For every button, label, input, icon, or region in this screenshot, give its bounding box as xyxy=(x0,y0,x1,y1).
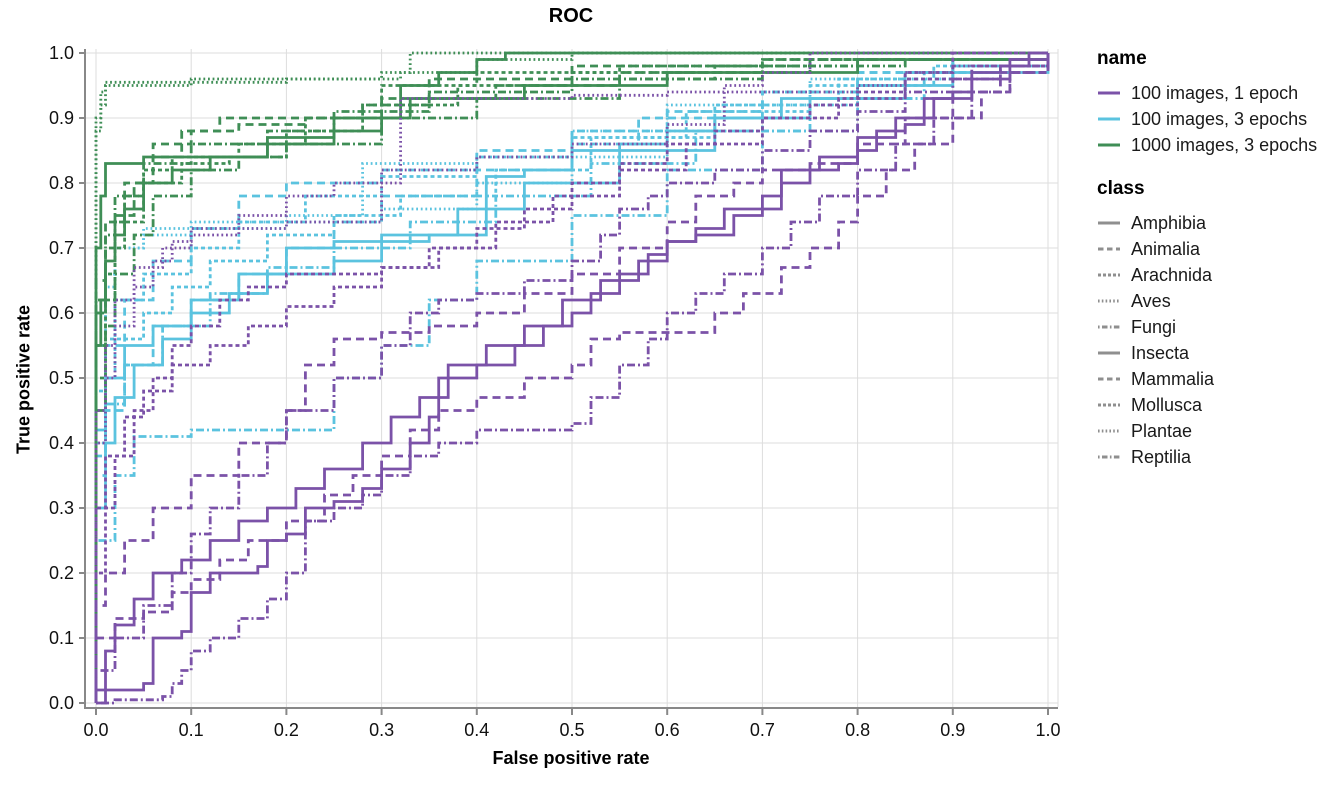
legend-class-item-amphibia-label: Amphibia xyxy=(1131,212,1207,233)
y-tick-label: 1.0 xyxy=(49,43,74,63)
y-tick-label: 0.4 xyxy=(49,433,74,453)
x-tick-label: 0.4 xyxy=(464,720,489,740)
legend-class-item-mammalia: Mammalia xyxy=(1097,366,1337,392)
legend: name 100 images, 1 epoch 100 images, 3 ep… xyxy=(1097,48,1337,470)
roc-curve-100-images-1-epoch-Mammalia xyxy=(94,53,1050,703)
legend-class-item-aves-line-swatch-icon xyxy=(1098,299,1120,303)
x-tick-label: 0.8 xyxy=(845,720,870,740)
legend-class-item-plantae-label: Plantae xyxy=(1131,420,1193,441)
roc-curve-100-images-3-epochs-Insecta xyxy=(94,53,1050,703)
legend-name-item-100-images-3-epochs-label: 100 images, 3 epochs xyxy=(1131,108,1308,129)
legend-name-items: 100 images, 1 epoch 100 images, 3 epochs 1… xyxy=(1097,80,1337,158)
legend-class-item-animalia-line-swatch-icon xyxy=(1098,247,1120,251)
legend-name-item-100-images-1-epoch-line-swatch-icon xyxy=(1098,91,1120,95)
legend-class-item-reptilia-line-swatch-icon xyxy=(1098,455,1120,459)
legend-class-item-mammalia-line-swatch-icon xyxy=(1098,377,1120,381)
roc-curve-1000-images-3-epochs-Reptilia xyxy=(94,53,1050,703)
legend-name-title: name xyxy=(1097,48,1147,69)
y-tick-label: 0.1 xyxy=(49,628,74,648)
legend-name-item-1000-images-3-epochs-line-swatch-icon xyxy=(1098,143,1120,147)
legend-class-item-reptilia-label: Reptilia xyxy=(1131,446,1192,467)
y-tick-label: 0.3 xyxy=(49,498,74,518)
legend-name-item-100-images-3-epochs-line-swatch-icon xyxy=(1098,117,1120,121)
legend-class-item-arachnida-label: Arachnida xyxy=(1131,264,1213,285)
legend-class-item-fungi-label: Fungi xyxy=(1131,316,1177,337)
legend-class-item-aves: Aves xyxy=(1097,288,1337,314)
x-tick-label: 0.1 xyxy=(179,720,204,740)
legend-name-item-1000-images-3-epochs-label: 1000 images, 3 epochs xyxy=(1131,134,1318,155)
roc-curve-100-images-1-epoch-Fungi xyxy=(96,53,1050,705)
x-tick-label: 0.3 xyxy=(369,720,394,740)
legend-class-item-arachnida-line-swatch-icon xyxy=(1098,273,1120,277)
y-tick-label: 0.0 xyxy=(49,693,74,713)
legend-class-item-plantae-line-swatch-icon xyxy=(1098,429,1120,433)
roc-curve-1000-images-3-epochs-Arachnida xyxy=(94,53,1050,703)
legend-class-item-insecta: Insecta xyxy=(1097,340,1337,366)
legend-class-item-animalia-label: Animalia xyxy=(1131,238,1201,259)
legend-class-item-arachnida: Arachnida xyxy=(1097,262,1337,288)
legend-class-item-amphibia-line-swatch-icon xyxy=(1098,221,1120,225)
legend-class-item-mollusca: Mollusca xyxy=(1097,392,1337,418)
x-tick-label: 1.0 xyxy=(1035,720,1060,740)
roc-curve-100-images-1-epoch-Mollusca xyxy=(94,53,1050,703)
legend-class-item-insecta-line-swatch-icon xyxy=(1098,351,1120,355)
y-tick-label: 0.5 xyxy=(49,368,74,388)
roc-curve-100-images-1-epoch-Animalia xyxy=(94,53,1050,703)
y-tick-label: 0.7 xyxy=(49,238,74,258)
roc-curve-100-images-1-epoch-Reptilia xyxy=(94,53,1050,703)
roc-curve-100-images-1-epoch-Arachnida xyxy=(94,51,1048,703)
x-tick-label: 0.5 xyxy=(559,720,584,740)
legend-name-item-100-images-1-epoch-label: 100 images, 1 epoch xyxy=(1131,82,1299,103)
legend-name-item-100-images-3-epochs: 100 images, 3 epochs xyxy=(1097,106,1337,132)
legend-class-item-amphibia: Amphibia xyxy=(1097,210,1337,236)
roc-curve-100-images-1-epoch-Insecta xyxy=(96,51,1048,705)
x-tick-label: 0.0 xyxy=(83,720,108,740)
legend-class-item-fungi-line-swatch-icon xyxy=(1098,325,1120,329)
legend-name-item-100-images-1-epoch: 100 images, 1 epoch xyxy=(1097,80,1337,106)
roc-curves-group xyxy=(94,51,1050,705)
y-tick-label: 0.9 xyxy=(49,108,74,128)
legend-class-item-reptilia: Reptilia xyxy=(1097,444,1337,470)
legend-class-item-mollusca-line-swatch-icon xyxy=(1098,403,1120,407)
y-tick-label: 0.6 xyxy=(49,303,74,323)
legend-class-item-plantae: Plantae xyxy=(1097,418,1337,444)
legend-class-title: class xyxy=(1097,178,1145,199)
roc-curve-1000-images-3-epochs-Mollusca xyxy=(94,53,1050,703)
roc-curve-100-images-1-epoch-Plantae xyxy=(94,51,1048,703)
x-tick-label: 0.6 xyxy=(655,720,680,740)
x-axis-title: False positive rate xyxy=(492,748,650,768)
chart-title: ROC xyxy=(548,5,594,27)
legend-name-item-1000-images-3-epochs: 1000 images, 3 epochs xyxy=(1097,132,1337,158)
x-tick-label: 0.7 xyxy=(750,720,775,740)
legend-class-item-insecta-label: Insecta xyxy=(1131,342,1190,363)
legend-class-item-mammalia-label: Mammalia xyxy=(1131,368,1215,389)
x-tick-label: 0.2 xyxy=(274,720,299,740)
roc-curve-1000-images-3-epochs-Plantae xyxy=(94,51,1048,703)
y-tick-label: 0.2 xyxy=(49,563,74,583)
x-tick-label: 0.9 xyxy=(940,720,965,740)
legend-class-item-aves-label: Aves xyxy=(1131,290,1171,311)
legend-class-items: Amphibia Animalia Arachnida Aves Fungi Insect… xyxy=(1097,210,1337,470)
legend-class-item-fungi: Fungi xyxy=(1097,314,1337,340)
y-axis-title: True positive rate xyxy=(13,304,34,455)
y-tick-label: 0.8 xyxy=(49,173,74,193)
legend-class-item-animalia: Animalia xyxy=(1097,236,1337,262)
legend-class-item-mollusca-label: Mollusca xyxy=(1131,394,1203,415)
